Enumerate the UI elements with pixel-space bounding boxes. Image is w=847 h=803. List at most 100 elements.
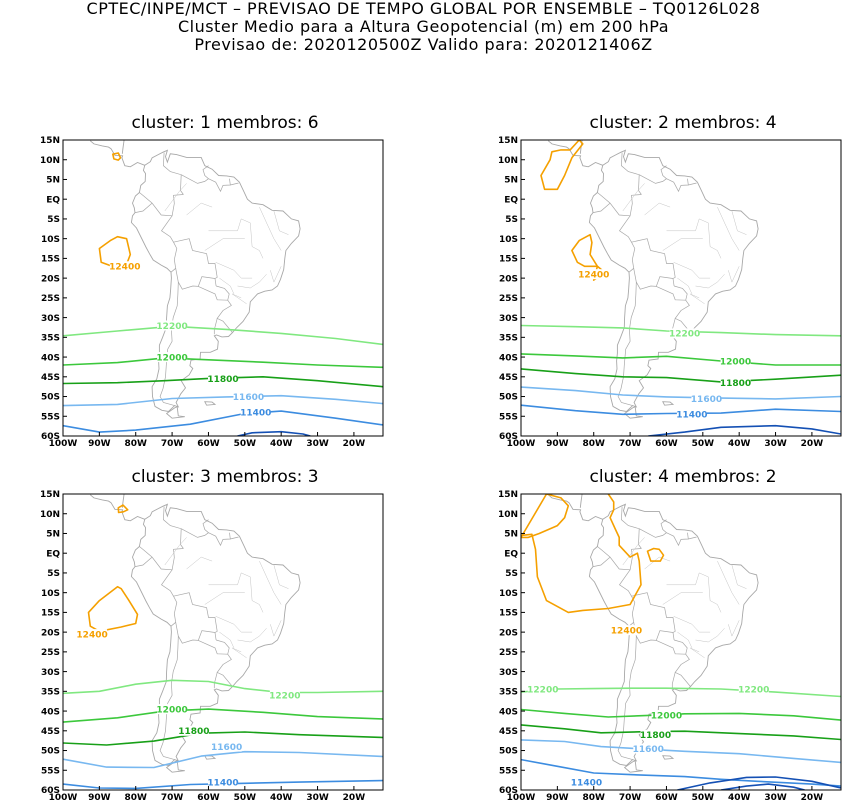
coastline-tierra-del-fuego bbox=[623, 406, 643, 419]
coastline-south-america bbox=[130, 149, 301, 412]
lon-label: 30W bbox=[306, 439, 329, 449]
lat-label: 10S bbox=[41, 235, 60, 245]
contour-label: 11800 bbox=[178, 727, 209, 737]
lat-label: 10S bbox=[499, 589, 518, 599]
lon-label: 100W bbox=[507, 793, 536, 803]
lat-label: 5S bbox=[505, 215, 518, 225]
contour-label: 11800 bbox=[207, 375, 238, 385]
lat-label: 10S bbox=[41, 589, 60, 599]
country-border bbox=[674, 299, 691, 333]
lat-label: 45S bbox=[41, 727, 60, 737]
contour-11800 bbox=[521, 368, 841, 383]
state-border bbox=[237, 274, 267, 289]
country-border bbox=[674, 653, 691, 687]
coastline-tierra-del-fuego bbox=[165, 406, 185, 419]
lat-label: 15S bbox=[41, 255, 60, 265]
contour-label-bg bbox=[157, 320, 188, 331]
lat-label: 25S bbox=[499, 294, 518, 304]
state-border bbox=[731, 210, 747, 235]
lat-label: 50S bbox=[41, 747, 60, 757]
state-border bbox=[219, 631, 235, 649]
contour-label: 12200 bbox=[669, 330, 700, 340]
lon-label: 50W bbox=[234, 439, 257, 449]
contour-label: 12400 bbox=[578, 270, 609, 280]
country-border bbox=[631, 238, 676, 279]
country-border bbox=[597, 192, 642, 217]
lon-label: 60W bbox=[655, 793, 678, 803]
lat-label: 35S bbox=[499, 688, 518, 698]
coastline-south-america bbox=[130, 503, 301, 766]
state-border bbox=[270, 620, 282, 637]
contour-12000 bbox=[63, 708, 383, 723]
lat-label: 30S bbox=[499, 668, 518, 678]
state-border bbox=[215, 262, 253, 279]
contour-label: 11600 bbox=[691, 395, 722, 405]
country-border bbox=[633, 268, 674, 290]
contour-12400 bbox=[117, 504, 129, 514]
country-border bbox=[656, 285, 688, 301]
lat-label: 40S bbox=[41, 707, 60, 717]
lat-label: 40S bbox=[41, 353, 60, 363]
lat-label: 10N bbox=[40, 156, 60, 166]
lat-label: 25S bbox=[499, 648, 518, 658]
state-border bbox=[689, 647, 705, 659]
panel-title-1: cluster: 1 membros: 6 bbox=[131, 113, 319, 133]
state-border bbox=[204, 592, 245, 605]
lat-label: 45S bbox=[41, 373, 60, 383]
state-border bbox=[273, 564, 289, 589]
state-border bbox=[231, 647, 247, 659]
contour-label-bg bbox=[157, 352, 188, 363]
coastline-south-america bbox=[588, 149, 759, 412]
country-border bbox=[230, 182, 239, 186]
contour-label-bg bbox=[578, 269, 609, 280]
contour-12200 bbox=[521, 324, 841, 337]
country-border bbox=[134, 556, 153, 567]
contour-12400 bbox=[521, 494, 570, 539]
coastline-central-america bbox=[548, 494, 603, 522]
lat-label: 10N bbox=[498, 156, 518, 166]
contour-label: 12200 bbox=[527, 686, 558, 696]
state-border bbox=[644, 202, 671, 216]
contour-label-bg bbox=[669, 328, 700, 339]
lon-label: 40W bbox=[270, 793, 293, 803]
state-border bbox=[677, 631, 693, 649]
contour-label: 11400 bbox=[676, 411, 707, 421]
lon-label: 100W bbox=[49, 793, 78, 803]
lon-label: 20W bbox=[801, 439, 824, 449]
contour-label-bg bbox=[178, 725, 209, 736]
country-border bbox=[617, 282, 637, 406]
lat-label: 25S bbox=[41, 648, 60, 658]
lat-label: 55S bbox=[41, 412, 60, 422]
lon-label: 90W bbox=[546, 439, 569, 449]
state-border bbox=[186, 556, 213, 570]
lon-label: 20W bbox=[343, 439, 366, 449]
contour-11400 bbox=[521, 758, 841, 787]
lat-label: 55S bbox=[499, 412, 518, 422]
contour-label-bg bbox=[157, 704, 188, 715]
country-border bbox=[639, 519, 668, 538]
country-border bbox=[214, 278, 217, 287]
country-border bbox=[139, 546, 184, 571]
lat-label: 50S bbox=[499, 393, 518, 403]
lon-label: 60W bbox=[197, 793, 220, 803]
country-border bbox=[214, 632, 217, 641]
contour-label: 12000 bbox=[651, 711, 682, 721]
lat-label: 10N bbox=[40, 510, 60, 520]
country-border bbox=[161, 569, 178, 627]
state-border bbox=[208, 572, 264, 613]
lat-label: 35S bbox=[499, 334, 518, 344]
state-border bbox=[677, 277, 693, 295]
lat-label: 5S bbox=[505, 569, 518, 579]
lat-label: 20S bbox=[499, 274, 518, 284]
map-frame bbox=[62, 493, 384, 791]
lat-label: 60S bbox=[41, 432, 60, 442]
lon-label: 80W bbox=[125, 439, 148, 449]
contour-label-bg bbox=[738, 684, 769, 695]
contour-12400 bbox=[540, 140, 584, 191]
contour-12000 bbox=[521, 353, 841, 366]
state-border bbox=[273, 210, 289, 235]
country-border bbox=[208, 532, 231, 547]
contour-label-bg bbox=[633, 743, 664, 754]
map-frame bbox=[520, 139, 842, 437]
state-border bbox=[215, 616, 253, 633]
